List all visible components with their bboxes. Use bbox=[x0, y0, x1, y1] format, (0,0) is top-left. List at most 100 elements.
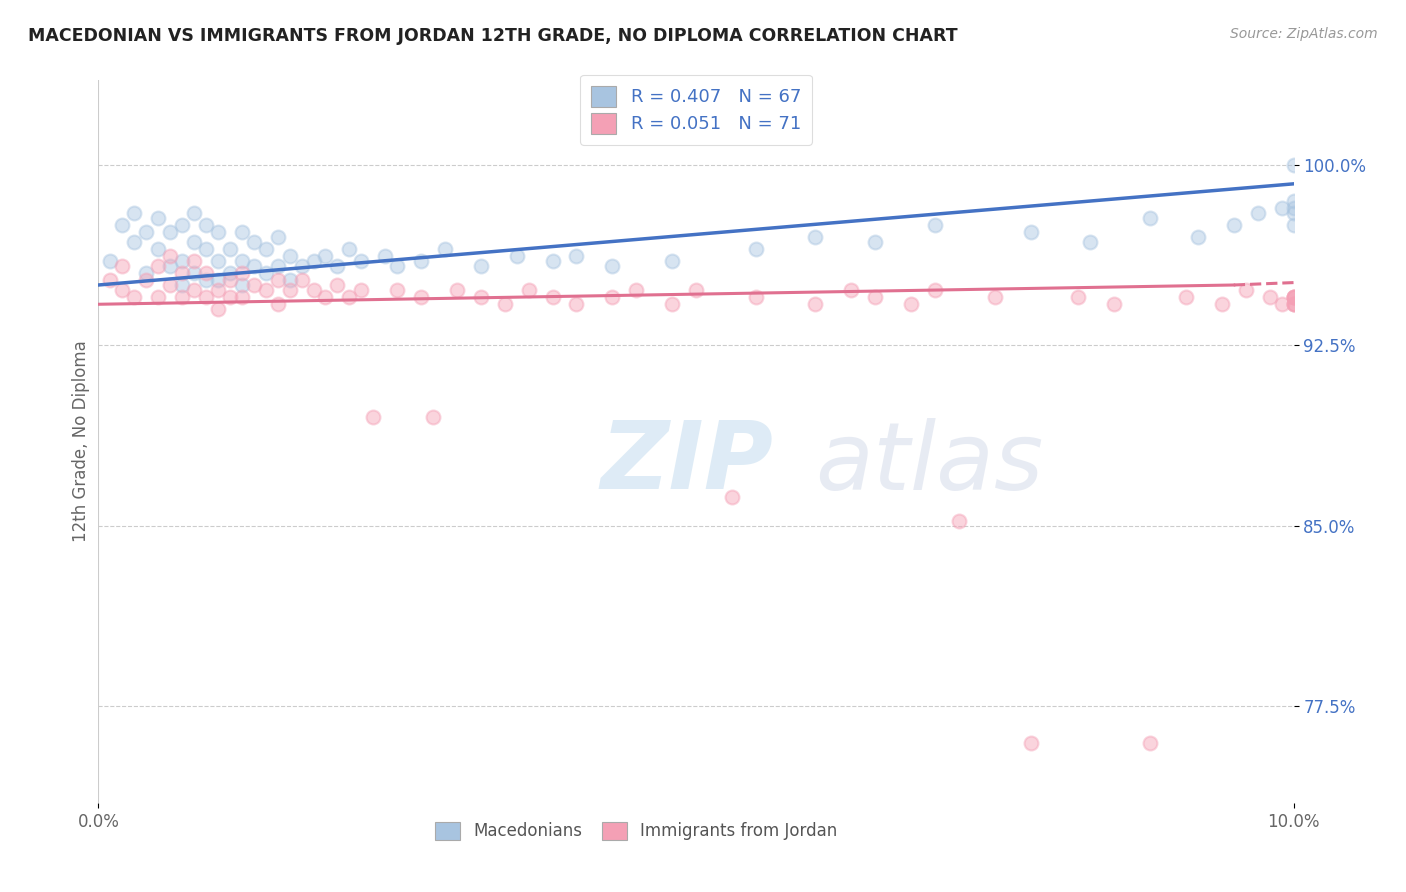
Point bbox=[1211, 297, 1233, 311]
Point bbox=[183, 235, 205, 249]
Point bbox=[1282, 218, 1305, 232]
Point bbox=[385, 259, 409, 273]
Point bbox=[506, 249, 529, 263]
Point bbox=[98, 273, 122, 287]
Point bbox=[172, 277, 194, 292]
Point bbox=[278, 249, 301, 263]
Point bbox=[565, 249, 588, 263]
Point bbox=[1271, 297, 1294, 311]
Point bbox=[207, 302, 229, 317]
Point bbox=[1247, 205, 1270, 219]
Point bbox=[159, 225, 181, 239]
Point bbox=[1187, 229, 1209, 244]
Point bbox=[183, 266, 205, 280]
Point bbox=[745, 290, 768, 304]
Point bbox=[231, 266, 253, 280]
Point bbox=[422, 410, 444, 425]
Point bbox=[661, 297, 683, 311]
Point bbox=[302, 254, 325, 268]
Point bbox=[948, 514, 970, 528]
Point bbox=[183, 283, 205, 297]
Point bbox=[374, 249, 396, 263]
Point bbox=[1282, 290, 1305, 304]
Text: Source: ZipAtlas.com: Source: ZipAtlas.com bbox=[1230, 27, 1378, 41]
Point bbox=[302, 283, 325, 297]
Point bbox=[315, 249, 337, 263]
Point bbox=[159, 259, 181, 273]
Text: ZIP: ZIP bbox=[600, 417, 773, 509]
Point bbox=[183, 205, 205, 219]
Point bbox=[685, 283, 707, 297]
Text: atlas: atlas bbox=[815, 417, 1043, 508]
Point bbox=[135, 266, 157, 280]
Point bbox=[159, 277, 181, 292]
Point bbox=[411, 290, 433, 304]
Point bbox=[1223, 218, 1246, 232]
Point bbox=[219, 290, 242, 304]
Point bbox=[195, 290, 218, 304]
Point bbox=[111, 283, 134, 297]
Point bbox=[434, 242, 457, 256]
Point bbox=[494, 297, 516, 311]
Point bbox=[1282, 290, 1305, 304]
Legend: Macedonians, Immigrants from Jordan: Macedonians, Immigrants from Jordan bbox=[426, 814, 846, 848]
Point bbox=[385, 283, 409, 297]
Point bbox=[1019, 225, 1042, 239]
Point bbox=[172, 290, 194, 304]
Point bbox=[541, 254, 564, 268]
Point bbox=[219, 266, 242, 280]
Point bbox=[602, 290, 624, 304]
Point bbox=[278, 283, 301, 297]
Point bbox=[207, 225, 229, 239]
Point bbox=[1282, 297, 1305, 311]
Point bbox=[291, 273, 314, 287]
Point bbox=[124, 205, 146, 219]
Y-axis label: 12th Grade, No Diploma: 12th Grade, No Diploma bbox=[72, 341, 90, 542]
Point bbox=[267, 229, 290, 244]
Point bbox=[195, 266, 218, 280]
Point bbox=[470, 290, 492, 304]
Point bbox=[326, 259, 349, 273]
Point bbox=[172, 254, 194, 268]
Point bbox=[541, 290, 564, 304]
Point bbox=[207, 273, 229, 287]
Point bbox=[243, 259, 266, 273]
Point bbox=[207, 254, 229, 268]
Point bbox=[315, 290, 337, 304]
Point bbox=[1282, 205, 1305, 219]
Point bbox=[350, 254, 373, 268]
Point bbox=[231, 254, 253, 268]
Point bbox=[124, 235, 146, 249]
Point bbox=[254, 283, 277, 297]
Point bbox=[135, 225, 157, 239]
Point bbox=[219, 273, 242, 287]
Point bbox=[148, 290, 170, 304]
Point bbox=[1282, 194, 1305, 208]
Point bbox=[148, 242, 170, 256]
Point bbox=[363, 410, 385, 425]
Point bbox=[231, 290, 253, 304]
Point bbox=[565, 297, 588, 311]
Point bbox=[267, 273, 290, 287]
Point bbox=[1104, 297, 1126, 311]
Point bbox=[1271, 201, 1294, 215]
Point bbox=[924, 283, 946, 297]
Point bbox=[254, 266, 277, 280]
Point bbox=[231, 225, 253, 239]
Point bbox=[195, 273, 218, 287]
Point bbox=[148, 259, 170, 273]
Point bbox=[111, 259, 134, 273]
Point bbox=[291, 259, 314, 273]
Text: MACEDONIAN VS IMMIGRANTS FROM JORDAN 12TH GRADE, NO DIPLOMA CORRELATION CHART: MACEDONIAN VS IMMIGRANTS FROM JORDAN 12T… bbox=[28, 27, 957, 45]
Point bbox=[446, 283, 468, 297]
Point bbox=[984, 290, 1007, 304]
Point bbox=[721, 490, 744, 504]
Point bbox=[1282, 290, 1305, 304]
Point bbox=[1139, 735, 1161, 749]
Point bbox=[326, 277, 349, 292]
Point bbox=[900, 297, 922, 311]
Point bbox=[111, 218, 134, 232]
Point bbox=[804, 229, 827, 244]
Point bbox=[1282, 201, 1305, 215]
Point bbox=[148, 211, 170, 225]
